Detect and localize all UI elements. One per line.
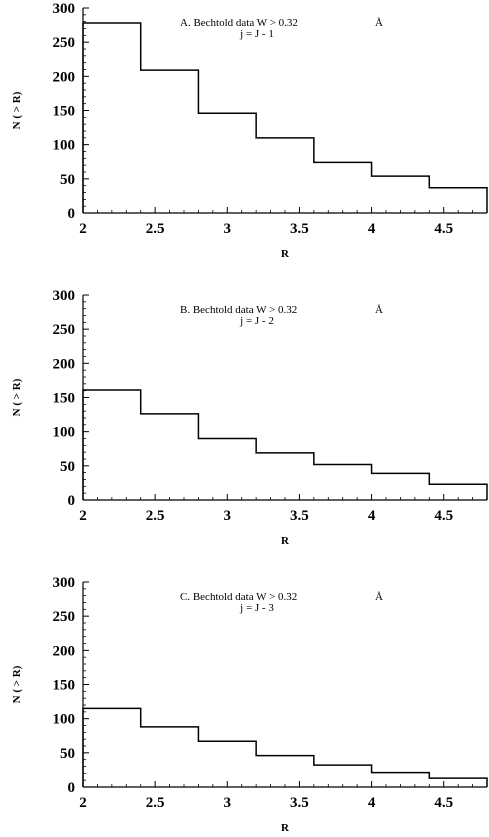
histogram-bin-7 xyxy=(429,188,487,213)
x-tick-label: 4.5 xyxy=(434,508,453,524)
x-tick-label: 3.5 xyxy=(290,508,309,524)
histogram-bin-3 xyxy=(198,439,256,501)
histogram-bin-5 xyxy=(314,765,372,787)
histogram-bin-4 xyxy=(256,756,314,787)
x-axis-label: R xyxy=(281,248,290,260)
y-axis-label: N ( > R) xyxy=(11,91,23,129)
annotation-line-2: j = J - 3 xyxy=(239,602,274,614)
y-tick-label: 300 xyxy=(53,1,76,17)
x-tick-label: 2 xyxy=(79,221,87,237)
x-axis-label: R xyxy=(281,535,290,547)
histogram-bin-3 xyxy=(198,113,256,213)
x-tick-label: 3 xyxy=(224,795,232,811)
x-tick-label: 4.5 xyxy=(434,795,453,811)
y-tick-label: 250 xyxy=(53,609,76,625)
annotation-line-2: j = J - 2 xyxy=(239,315,274,327)
y-tick-label: 300 xyxy=(53,288,76,304)
histogram-bin-5 xyxy=(314,464,372,500)
annotation-line-1: B. Bechtold data W > 0.32 xyxy=(180,304,297,316)
y-tick-label: 100 xyxy=(53,425,76,441)
y-tick-label: 50 xyxy=(60,459,75,475)
x-tick-label: 2 xyxy=(79,795,87,811)
x-tick-label: 4 xyxy=(368,221,376,237)
y-tick-label: 150 xyxy=(53,104,76,120)
histogram-bin-1 xyxy=(83,708,141,787)
y-tick-label: 100 xyxy=(53,712,76,728)
y-tick-label: 200 xyxy=(53,69,76,85)
histogram-step-line xyxy=(82,22,488,213)
annotation-line-1: C. Bechtold data W > 0.32 xyxy=(180,591,297,603)
x-tick-label: 4 xyxy=(368,795,376,811)
y-tick-label: 250 xyxy=(53,35,76,51)
x-tick-label: 3.5 xyxy=(290,221,309,237)
histogram-bin-1 xyxy=(83,23,141,213)
x-tick-label: 2.5 xyxy=(146,508,165,524)
y-tick-label: 0 xyxy=(68,493,76,509)
y-axis-label: N ( > R) xyxy=(11,378,23,416)
y-tick-label: 250 xyxy=(53,322,76,338)
chart-panel-a: 0 50 100 150 200 250 300 2 2.5 3 3.5 4 4.5 R N ( > R) A… xyxy=(11,1,488,260)
annotation-line-1: A. Bechtold data W > 0.32 xyxy=(180,17,298,29)
y-tick-label: 50 xyxy=(60,172,75,188)
chart-panel-c: 0 50 100 150 200 250 300 2 2.5 3 3.5 4 4.5 R N ( > R) C… xyxy=(11,575,488,834)
histogram-step-line xyxy=(82,707,488,787)
x-tick-label: 3 xyxy=(224,221,232,237)
histogram-bin-6 xyxy=(372,473,430,500)
histogram-bin-2 xyxy=(141,727,199,787)
y-axis-label: N ( > R) xyxy=(11,665,23,703)
y-tick-label: 50 xyxy=(60,746,75,762)
annotation-unit: Å xyxy=(375,304,383,316)
histogram-step-line xyxy=(82,389,488,500)
x-tick-label: 4 xyxy=(368,508,376,524)
y-tick-label: 150 xyxy=(53,678,76,694)
histogram-bin-5 xyxy=(314,162,372,213)
y-tick-label: 150 xyxy=(53,391,76,407)
histogram-bin-7 xyxy=(429,778,487,787)
y-tick-label: 200 xyxy=(53,643,76,659)
x-tick-label: 3.5 xyxy=(290,795,309,811)
x-tick-label: 3 xyxy=(224,508,232,524)
y-tick-label: 100 xyxy=(53,138,76,154)
y-tick-label: 0 xyxy=(68,206,76,222)
histogram-bin-6 xyxy=(372,773,430,787)
x-tick-label: 4.5 xyxy=(434,221,453,237)
histogram-bin-1 xyxy=(83,390,141,500)
annotation-unit: Å xyxy=(375,17,383,29)
y-tick-label: 300 xyxy=(53,575,76,591)
y-tick-label: 0 xyxy=(68,780,76,796)
x-tick-label: 2.5 xyxy=(146,221,165,237)
annotation-line-2: j = J - 1 xyxy=(239,28,274,40)
x-axis-label: R xyxy=(281,822,290,834)
y-tick-label: 200 xyxy=(53,356,76,372)
chart-panel-b: 0 50 100 150 200 250 300 2 2.5 3 3.5 4 4.5 R N ( > R) B… xyxy=(11,288,488,547)
histogram-bin-7 xyxy=(429,484,487,500)
x-tick-label: 2 xyxy=(79,508,87,524)
histogram-bin-4 xyxy=(256,453,314,500)
histogram-bin-6 xyxy=(372,176,430,213)
histogram-bin-3 xyxy=(198,741,256,787)
histogram-bin-2 xyxy=(141,414,199,500)
histogram-bin-2 xyxy=(141,70,199,213)
histogram-bin-4 xyxy=(256,138,314,213)
x-tick-label: 2.5 xyxy=(146,795,165,811)
annotation-unit: Å xyxy=(375,591,383,603)
